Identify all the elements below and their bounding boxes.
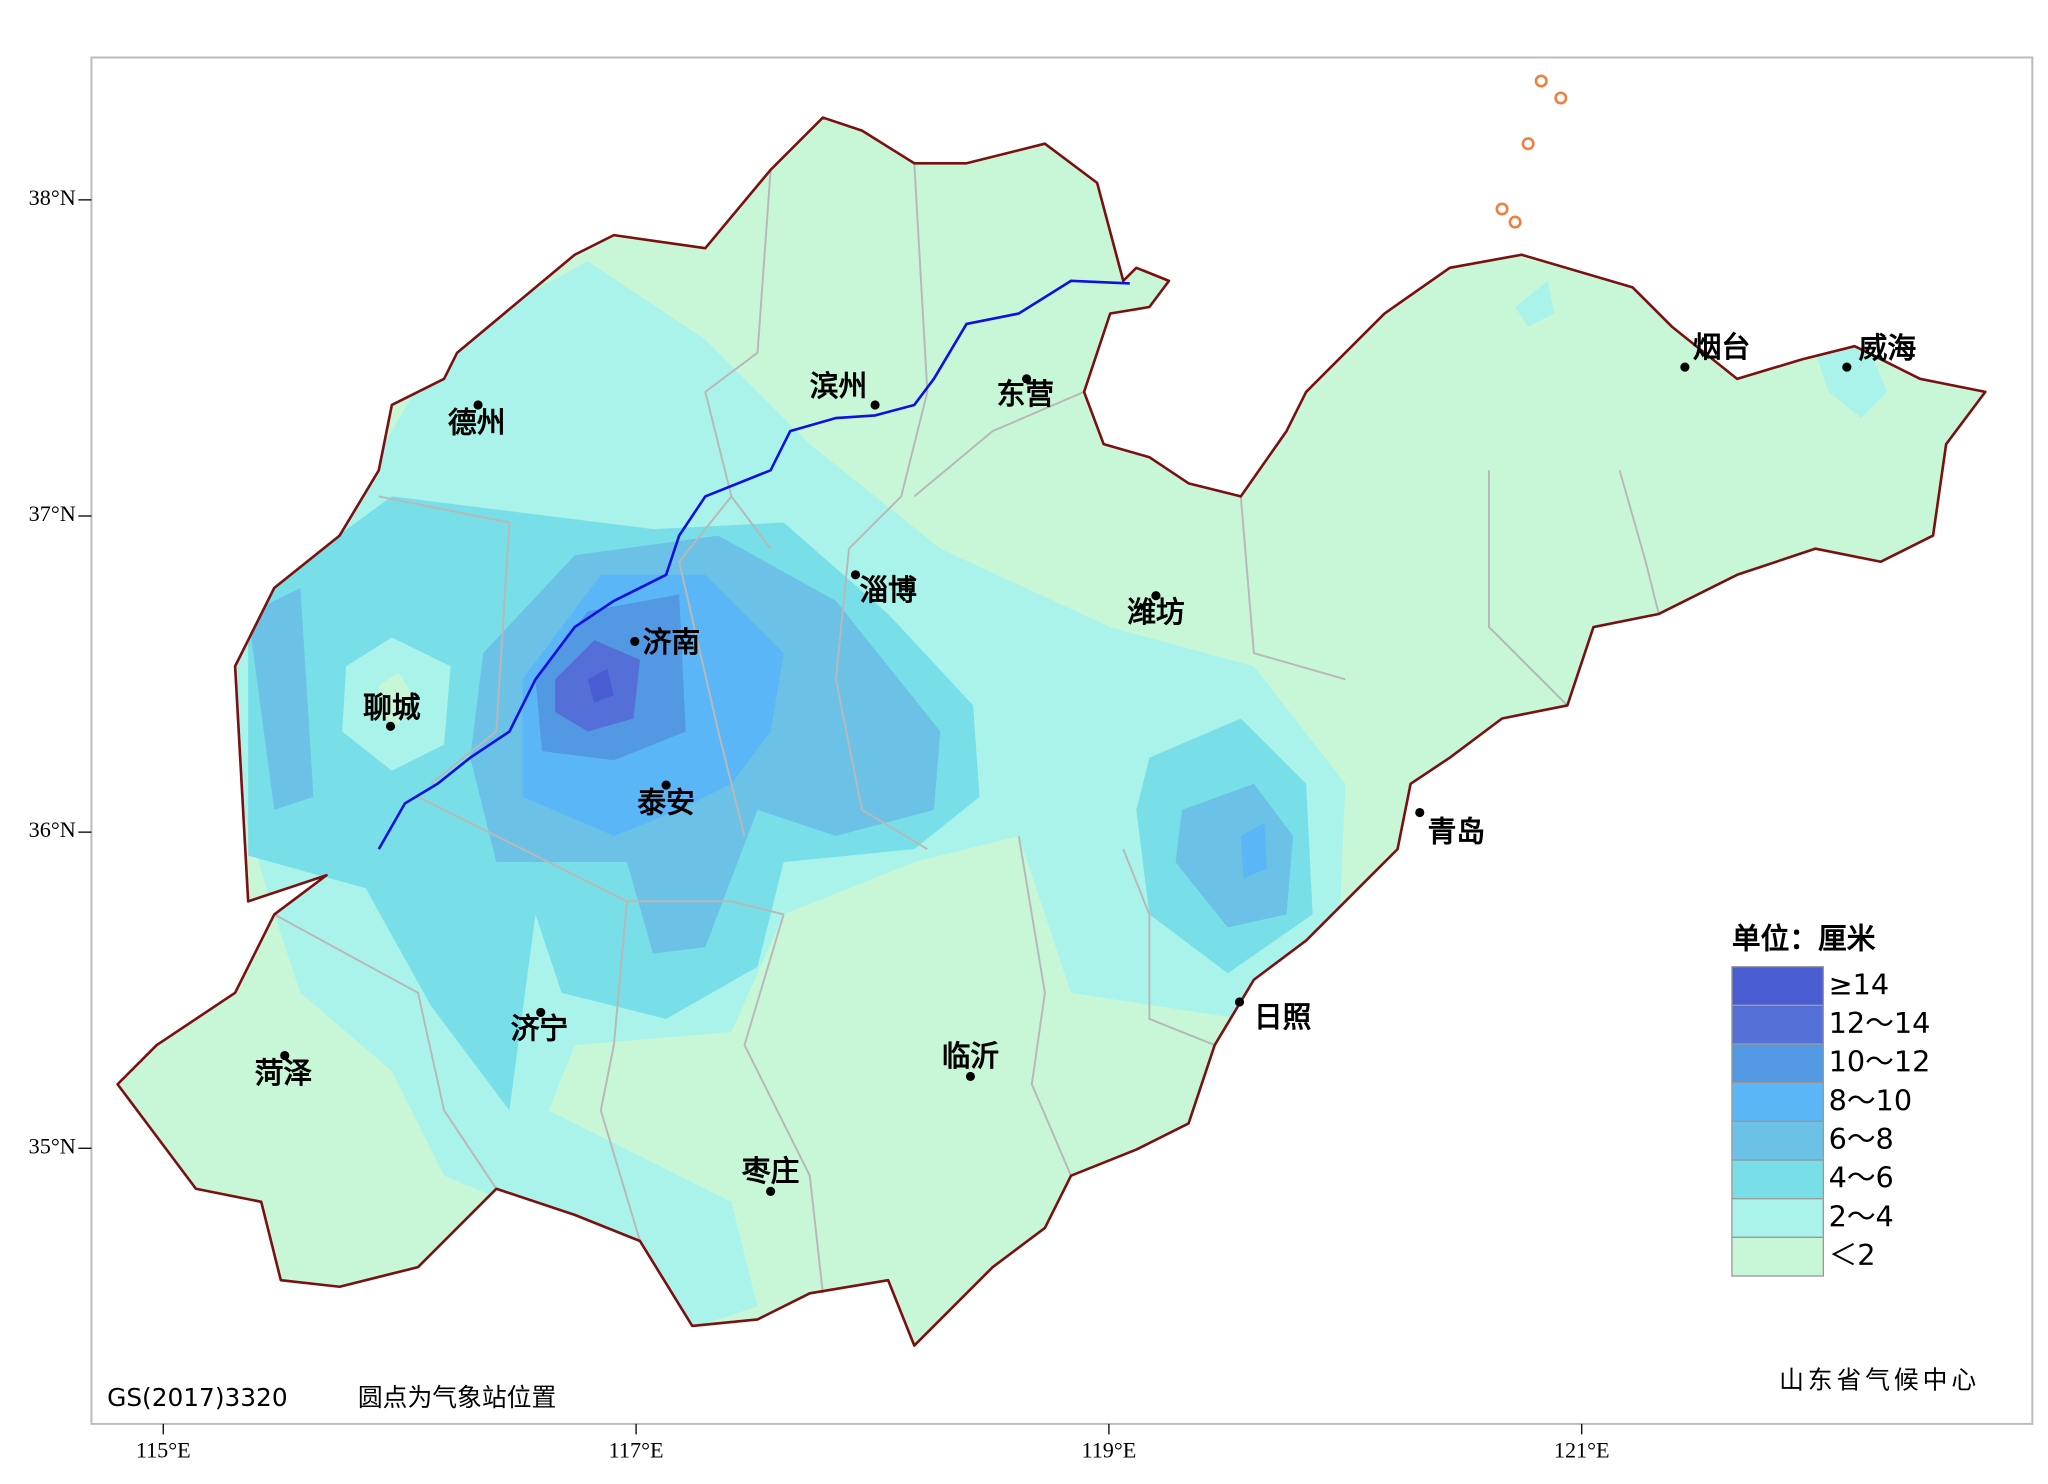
- station-dot: [1415, 807, 1425, 818]
- county-border: [1487, 470, 1569, 707]
- city-label: 青岛: [1428, 814, 1485, 848]
- contour-area: [1240, 822, 1267, 878]
- city-label: 东营: [997, 377, 1054, 411]
- city-label: 潍坊: [1127, 595, 1185, 629]
- contour-area: [1515, 280, 1555, 327]
- map-code: GS(2017)3320: [107, 1383, 288, 1412]
- county-border: [1122, 848, 1216, 1046]
- legend-swatch: [1731, 1043, 1824, 1084]
- county-border: [848, 163, 929, 550]
- lon-label: 119°E: [1081, 1438, 1136, 1463]
- map-source: 山东省气候中心: [1779, 1366, 1980, 1395]
- island: [1534, 74, 1548, 88]
- county-border: [743, 914, 824, 1294]
- county-border: [273, 913, 498, 1190]
- lat-label: 37°N: [29, 501, 76, 526]
- legend-swatch: [1731, 1236, 1824, 1277]
- city-label: 烟台: [1693, 330, 1750, 364]
- county-border: [599, 901, 641, 1242]
- county-border: [378, 495, 511, 785]
- station-dot: [1680, 362, 1690, 372]
- island: [1508, 215, 1522, 229]
- station-dot: [1151, 591, 1161, 601]
- legend-label: 4～6: [1829, 1161, 1894, 1195]
- contour-area: [1815, 346, 1888, 419]
- legend-label: 12～14: [1829, 1006, 1931, 1040]
- island: [1521, 137, 1535, 151]
- city-label: 威海: [1859, 331, 1917, 365]
- legend-title: 单位：厘米: [1732, 922, 1876, 956]
- lon-label: 121°E: [1554, 1438, 1610, 1463]
- contour-area: [248, 587, 314, 810]
- city-label: 聊城: [363, 690, 421, 724]
- city-label: 临沂: [942, 1039, 999, 1073]
- station-dot: [280, 1050, 290, 1061]
- county-border: [678, 495, 746, 837]
- legend-label: 2～4: [1829, 1199, 1894, 1233]
- station-dot: [1842, 362, 1852, 372]
- lat-label: 36°N: [29, 817, 76, 842]
- lat-label: 38°N: [29, 185, 76, 210]
- station-dot: [536, 1007, 546, 1017]
- legend-swatch: [1731, 1120, 1824, 1161]
- contour-layer: [117, 117, 1986, 1346]
- island: [1495, 202, 1509, 216]
- legend-swatch: [1731, 1004, 1824, 1045]
- station-dot: [766, 1186, 776, 1196]
- map-note: 圆点为气象站位置: [358, 1383, 556, 1412]
- city-label: 淄博: [859, 573, 917, 607]
- county-border: [1239, 496, 1346, 681]
- legend-swatch: [1731, 1159, 1824, 1200]
- legend-swatch: [1731, 1082, 1824, 1123]
- city-label: 泰安: [636, 786, 694, 820]
- city-label: 德州: [448, 406, 505, 440]
- county-border: [913, 391, 1085, 498]
- lat-label: 35°N: [29, 1133, 76, 1158]
- island: [1554, 91, 1568, 105]
- station-dot: [661, 780, 671, 790]
- city-label: 济宁: [511, 1012, 568, 1046]
- station-dot: [630, 636, 640, 646]
- city-label: 枣庄: [741, 1154, 799, 1188]
- station-dot: [1234, 997, 1245, 1007]
- contour-area: [378, 672, 416, 726]
- province-border: [116, 116, 1987, 1347]
- legend-label: 10～12: [1829, 1045, 1931, 1079]
- station-dot: [965, 1071, 976, 1081]
- county-border: [1618, 470, 1660, 615]
- legend-swatch: [1731, 966, 1824, 1007]
- legend-label: ＜2: [1829, 1238, 1876, 1272]
- legend-label: 6～8: [1829, 1122, 1894, 1156]
- station-dot: [870, 400, 880, 410]
- station-dot: [473, 400, 483, 410]
- overlay: 38°N 37°N 36°N 35°N 115°E 117°E 119°E 121°E 德州 滨州…: [29, 74, 1987, 1463]
- county-border: [704, 169, 772, 550]
- legend-label: ≥14: [1829, 967, 1890, 1001]
- lon-label: 115°E: [136, 1438, 191, 1463]
- yellow-river: [377, 279, 1130, 850]
- station-dot: [385, 721, 396, 731]
- city-label: 济南: [643, 625, 700, 659]
- contour-area: [1175, 783, 1294, 928]
- contour-area: [587, 668, 614, 703]
- legend-swatch: [1731, 1198, 1824, 1239]
- county-border: [834, 548, 928, 850]
- city-label: 日照: [1254, 1000, 1312, 1034]
- city-label: 菏泽: [255, 1056, 313, 1090]
- lon-label: 117°E: [609, 1438, 664, 1463]
- legend-label: 8～10: [1829, 1083, 1913, 1117]
- city-label: 滨州: [810, 369, 867, 403]
- station-dot: [1022, 374, 1032, 384]
- county-border: [1017, 835, 1072, 1177]
- station-dot: [850, 570, 861, 580]
